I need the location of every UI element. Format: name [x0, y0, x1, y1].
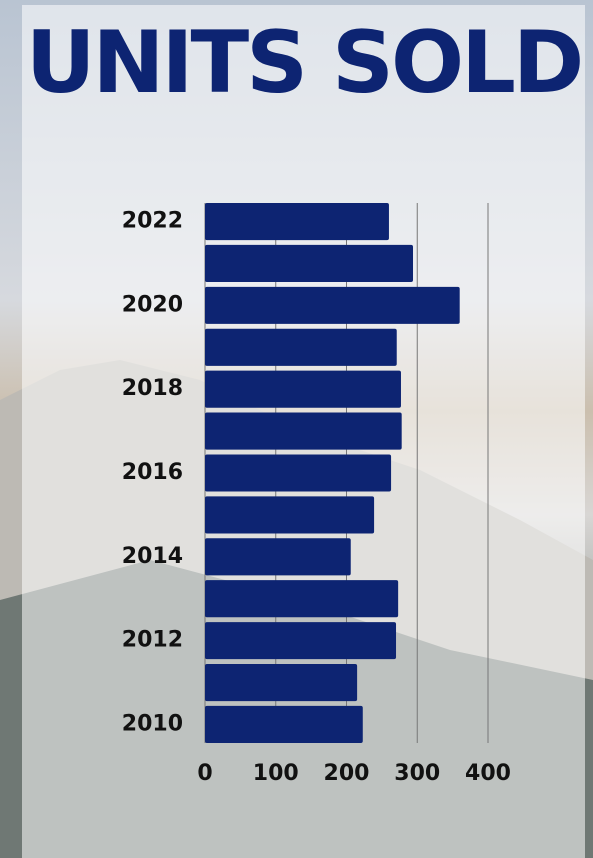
bar [205, 412, 402, 450]
plot: 0 100 200 300 400 2022 2020 2018 2016 2014 2012 201… [122, 203, 511, 786]
y-tick-label: 2010 [122, 711, 183, 736]
bar [205, 580, 399, 618]
bar [205, 328, 397, 366]
y-tick-label: 2012 [122, 628, 183, 653]
bar [205, 244, 414, 282]
y-tick-label: 2022 [122, 209, 183, 234]
y-tick-label: 2020 [122, 292, 183, 317]
bar [205, 454, 392, 492]
bar [205, 203, 389, 241]
bar [205, 538, 351, 576]
x-tick-label: 100 [253, 761, 299, 786]
chart-title: UNITS SOLD [25, 13, 585, 113]
x-tick-label: 400 [465, 761, 511, 786]
bar [205, 622, 397, 660]
y-tick-label: 2018 [122, 376, 183, 401]
y-tick-label: 2014 [122, 544, 183, 569]
y-tick-label: 2016 [122, 460, 183, 485]
bar [205, 286, 460, 324]
x-tick-label: 200 [324, 761, 370, 786]
bar [205, 705, 363, 743]
x-tick-label: 0 [197, 761, 212, 786]
bar [205, 496, 375, 534]
x-tick-label: 300 [394, 761, 440, 786]
bar [205, 370, 401, 408]
bar [205, 664, 358, 702]
